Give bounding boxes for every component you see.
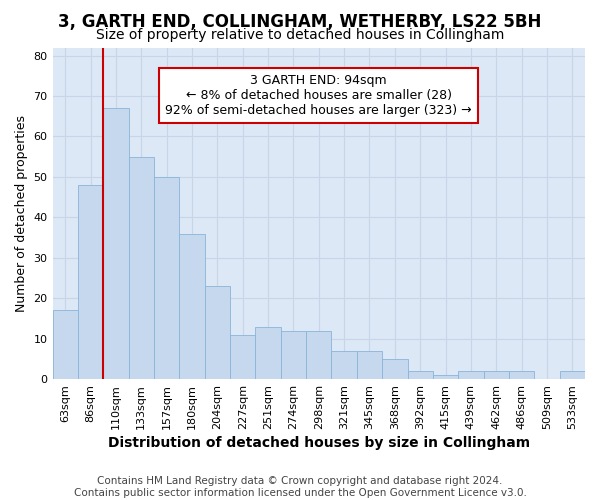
- Text: Contains HM Land Registry data © Crown copyright and database right 2024.
Contai: Contains HM Land Registry data © Crown c…: [74, 476, 526, 498]
- Bar: [484, 371, 509, 379]
- Bar: [509, 371, 534, 379]
- Y-axis label: Number of detached properties: Number of detached properties: [15, 115, 28, 312]
- Bar: [407, 371, 433, 379]
- Bar: [458, 371, 484, 379]
- Bar: [154, 177, 179, 379]
- Bar: [256, 326, 281, 379]
- Bar: [382, 359, 407, 379]
- Bar: [78, 185, 103, 379]
- Bar: [306, 330, 331, 379]
- Text: 3 GARTH END: 94sqm
← 8% of detached houses are smaller (28)
92% of semi-detached: 3 GARTH END: 94sqm ← 8% of detached hous…: [166, 74, 472, 117]
- Bar: [128, 156, 154, 379]
- Text: 3, GARTH END, COLLINGHAM, WETHERBY, LS22 5BH: 3, GARTH END, COLLINGHAM, WETHERBY, LS22…: [58, 12, 542, 30]
- Bar: [560, 371, 585, 379]
- Bar: [331, 351, 357, 379]
- Bar: [205, 286, 230, 379]
- Bar: [53, 310, 78, 379]
- Bar: [433, 375, 458, 379]
- Bar: [230, 334, 256, 379]
- Bar: [179, 234, 205, 379]
- Text: Size of property relative to detached houses in Collingham: Size of property relative to detached ho…: [96, 28, 504, 42]
- X-axis label: Distribution of detached houses by size in Collingham: Distribution of detached houses by size …: [108, 436, 530, 450]
- Bar: [103, 108, 128, 379]
- Bar: [281, 330, 306, 379]
- Bar: [357, 351, 382, 379]
